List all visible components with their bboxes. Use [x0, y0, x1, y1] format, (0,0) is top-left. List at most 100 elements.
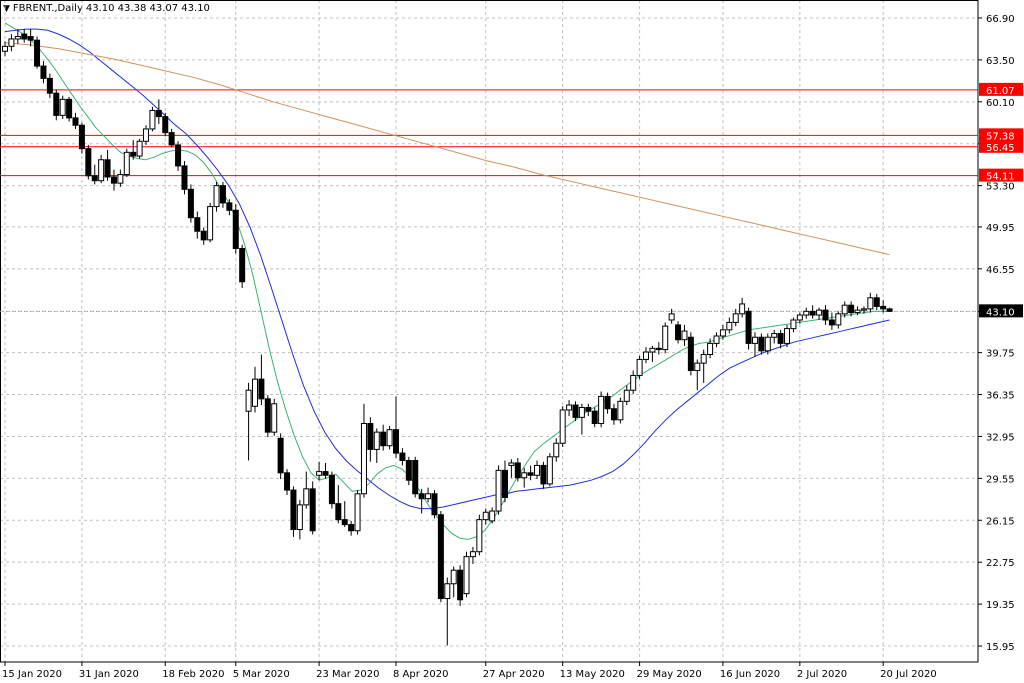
candle[interactable] [219, 181, 226, 208]
candle[interactable] [149, 106, 156, 132]
candle[interactable] [771, 329, 778, 344]
candle[interactable] [687, 332, 694, 376]
candle[interactable] [181, 160, 188, 195]
candle[interactable] [264, 395, 271, 438]
candle[interactable] [232, 204, 239, 254]
candle[interactable] [501, 460, 508, 503]
candle[interactable] [117, 169, 124, 187]
candle[interactable] [40, 61, 47, 84]
candle[interactable] [675, 321, 682, 344]
candle[interactable] [14, 29, 21, 44]
candle[interactable] [72, 112, 79, 129]
candle[interactable] [655, 342, 662, 355]
candle[interactable] [277, 433, 284, 479]
candle[interactable] [360, 403, 367, 498]
candle[interactable] [630, 370, 637, 394]
candle[interactable] [835, 311, 842, 329]
candle[interactable] [809, 305, 816, 319]
candle[interactable] [758, 333, 765, 355]
candle[interactable] [130, 140, 137, 160]
candle[interactable] [258, 354, 265, 406]
candle[interactable] [46, 73, 53, 99]
candle[interactable] [251, 366, 258, 413]
candle[interactable] [572, 401, 579, 422]
candle[interactable] [790, 317, 797, 333]
candle[interactable] [143, 125, 150, 145]
candle[interactable] [732, 308, 739, 327]
candle[interactable] [162, 112, 169, 137]
candle[interactable] [309, 481, 316, 535]
candle[interactable] [854, 306, 861, 316]
candle[interactable] [598, 391, 605, 428]
candle[interactable] [726, 317, 733, 334]
candle[interactable] [700, 349, 707, 383]
candle[interactable] [386, 425, 393, 450]
candle[interactable] [784, 324, 791, 348]
candle[interactable] [335, 485, 342, 524]
candle[interactable] [187, 184, 194, 223]
candle[interactable] [450, 566, 457, 598]
candle[interactable] [328, 471, 335, 509]
candle[interactable] [745, 307, 752, 350]
candle[interactable] [418, 488, 425, 514]
candle[interactable] [290, 486, 297, 537]
candle[interactable] [123, 148, 130, 178]
candle[interactable] [98, 154, 105, 184]
candle[interactable] [534, 460, 541, 479]
candle[interactable] [59, 95, 66, 120]
candle[interactable] [78, 122, 85, 154]
candle[interactable] [559, 406, 566, 447]
candle[interactable] [168, 128, 175, 148]
candle[interactable] [495, 465, 502, 515]
candle[interactable] [85, 144, 92, 180]
candle[interactable] [713, 332, 720, 348]
candle[interactable] [764, 333, 771, 355]
candle[interactable] [841, 301, 848, 318]
candle[interactable] [578, 403, 585, 435]
candle[interactable] [155, 99, 162, 125]
candle[interactable] [296, 499, 303, 540]
candle[interactable] [373, 428, 380, 463]
candle[interactable] [527, 465, 534, 481]
candle[interactable] [514, 458, 521, 482]
candle[interactable] [873, 294, 880, 311]
candle[interactable] [425, 487, 432, 503]
candle[interactable] [668, 308, 675, 324]
candle[interactable] [566, 400, 573, 417]
candle[interactable] [27, 29, 34, 47]
candle[interactable] [822, 305, 829, 325]
candle[interactable] [200, 227, 207, 245]
candle[interactable] [91, 164, 98, 185]
candle[interactable] [585, 403, 592, 417]
candle[interactable] [393, 396, 400, 459]
candle[interactable] [21, 29, 28, 43]
candle[interactable] [207, 202, 214, 243]
candle[interactable] [110, 169, 117, 191]
candle[interactable] [412, 456, 419, 498]
candle[interactable] [521, 467, 528, 488]
candle[interactable] [463, 551, 470, 598]
candle[interactable] [777, 329, 784, 349]
candle[interactable] [886, 307, 893, 312]
candle[interactable] [489, 507, 496, 524]
candle[interactable] [8, 34, 15, 52]
candle[interactable] [457, 565, 464, 606]
candle[interactable] [681, 324, 688, 346]
candle[interactable] [245, 382, 252, 461]
candle[interactable] [226, 199, 233, 216]
candle[interactable] [540, 461, 547, 489]
candle[interactable] [623, 385, 630, 406]
candle[interactable] [643, 347, 649, 364]
candle[interactable] [405, 456, 412, 486]
candle[interactable] [341, 501, 348, 528]
candle[interactable] [546, 453, 553, 487]
candle[interactable] [707, 338, 714, 359]
candle[interactable] [399, 448, 406, 466]
candle[interactable] [719, 324, 726, 340]
candle[interactable] [636, 355, 643, 380]
candle[interactable] [508, 459, 515, 478]
candle[interactable] [604, 392, 611, 414]
candle[interactable] [649, 345, 656, 362]
candle[interactable] [476, 514, 483, 556]
